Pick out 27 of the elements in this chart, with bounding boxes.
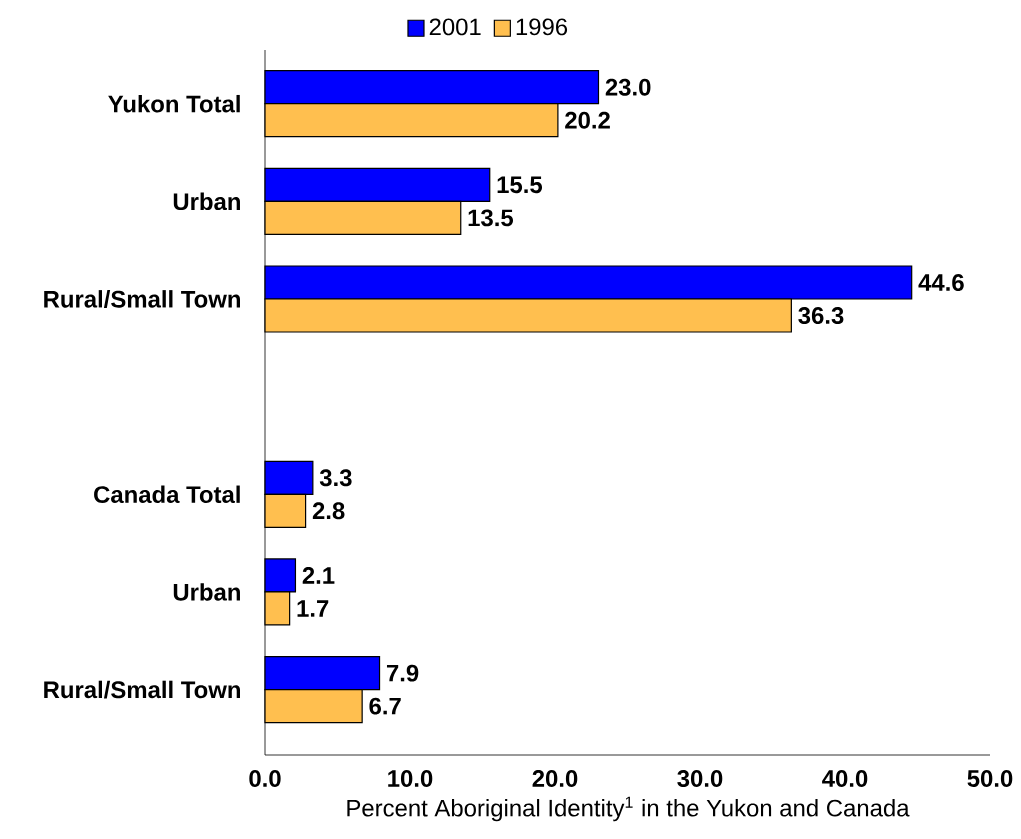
x-tick-label: 50.0 [967, 770, 1013, 787]
data-label: 20.2 [565, 111, 610, 129]
legend-label: 1996 [516, 18, 568, 36]
x-tick-label: 0.0 [249, 770, 281, 787]
y-tick-label: Urban [173, 583, 240, 601]
x-tick-label: 10.0 [388, 770, 433, 787]
data-label: 15.5 [497, 176, 543, 194]
y-tick-label: Yukon Total [108, 94, 240, 113]
data-label: 2.1 [302, 567, 335, 584]
x-tick-label: 40.0 [822, 770, 868, 787]
y-tick-label: Rural/Small Town [44, 680, 240, 699]
x-tick-label: 20.0 [532, 770, 578, 787]
data-label: 3.3 [319, 469, 352, 487]
data-label: 36.3 [798, 307, 844, 324]
data-label: 13.5 [468, 209, 514, 227]
legend-label: 2001 [429, 18, 481, 36]
y-tick-label: Urban [173, 192, 240, 211]
y-tick-label: Rural/Small Town [44, 290, 240, 308]
x-axis-title: Percent Aboriginal Identity$^{1}$ in the Yukon and Canada [347, 796, 910, 822]
data-label: 6.7 [369, 697, 401, 715]
y-tick-label: Canada Total [94, 485, 240, 504]
data-label: 1.7 [297, 600, 329, 617]
data-label: 23.0 [605, 78, 651, 96]
data-label: 44.6 [918, 274, 964, 291]
data-label: 7.9 [386, 664, 419, 682]
data-label: 2.8 [312, 502, 345, 520]
x-tick-label: 30.0 [677, 770, 723, 788]
